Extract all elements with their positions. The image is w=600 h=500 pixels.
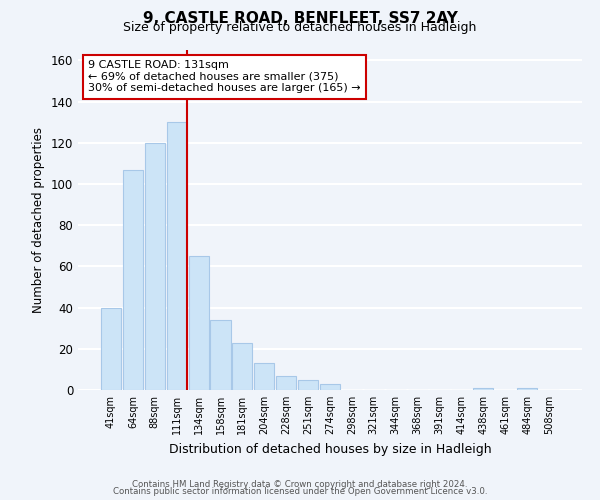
Bar	[298, 380, 318, 390]
Text: 9, CASTLE ROAD, BENFLEET, SS7 2AY: 9, CASTLE ROAD, BENFLEET, SS7 2AY	[143, 11, 457, 26]
Bar	[188, 256, 209, 390]
X-axis label: Distribution of detached houses by size in Hadleigh: Distribution of detached houses by size …	[169, 442, 491, 456]
Y-axis label: Number of detached properties: Number of detached properties	[32, 127, 45, 313]
Bar	[232, 342, 253, 390]
Bar	[211, 320, 230, 390]
Text: Contains HM Land Registry data © Crown copyright and database right 2024.: Contains HM Land Registry data © Crown c…	[132, 480, 468, 489]
Text: Contains public sector information licensed under the Open Government Licence v3: Contains public sector information licen…	[113, 488, 487, 496]
Bar	[517, 388, 537, 390]
Text: Size of property relative to detached houses in Hadleigh: Size of property relative to detached ho…	[124, 21, 476, 34]
Bar	[123, 170, 143, 390]
Text: 9 CASTLE ROAD: 131sqm
← 69% of detached houses are smaller (375)
30% of semi-det: 9 CASTLE ROAD: 131sqm ← 69% of detached …	[88, 60, 361, 94]
Bar	[473, 388, 493, 390]
Bar	[167, 122, 187, 390]
Bar	[276, 376, 296, 390]
Bar	[145, 142, 165, 390]
Bar	[320, 384, 340, 390]
Bar	[254, 363, 274, 390]
Bar	[101, 308, 121, 390]
